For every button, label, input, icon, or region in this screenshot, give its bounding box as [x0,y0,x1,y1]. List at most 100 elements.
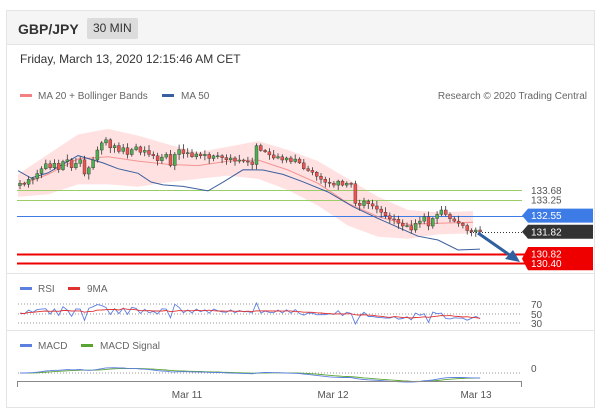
candle-body [396,219,401,224]
x-tick-mar-13: Mar 13 [460,390,492,401]
pivot-tag-132-55: 132.55 [531,211,562,222]
candle-body [431,218,435,227]
candle-body [353,183,358,204]
candle-body [164,154,168,158]
bollinger-band-area [18,128,473,239]
candle-body [461,223,465,226]
candle-body [22,183,26,185]
candle-body [383,211,388,216]
ma20-legend-swatch [20,94,32,97]
candle-body [31,178,35,180]
candle-body [327,181,332,184]
candle-body [142,150,147,153]
rsi-ma-line [19,308,481,319]
candle-body [151,154,156,156]
candle-body [263,150,267,152]
candle-body [465,225,469,231]
timestamp: Friday, March 13, 2020 12:15:46 AM CET [20,52,241,66]
candle-body [388,215,392,220]
candle-body [168,154,173,166]
candle-body [444,209,448,215]
candle-body [104,139,108,144]
candle-body [82,159,87,175]
candle-body [362,200,366,206]
macd-signal-legend-label: MACD Signal [100,341,160,352]
rsi-line [19,301,481,326]
bollinger-band [18,128,473,239]
candle-body [323,179,327,183]
candle-body [95,149,100,161]
macd-signal-legend-swatch [81,344,93,347]
macd-panel: 0 [18,364,537,383]
candle-body [233,157,237,162]
candle-body [426,216,431,227]
rsi-label-50: 50 [531,310,543,321]
chart-frame: GBP/JPY 30 MIN Friday, March 13, 2020 12… [6,10,595,408]
candle-body [293,158,297,162]
candle-body [108,139,113,149]
candle-body [272,154,276,159]
candle-body [405,225,409,227]
currency-pair-title: GBP/JPY [18,21,79,37]
candle-body [306,168,310,171]
candle-body [439,209,444,215]
support-tag-box [522,247,593,271]
candle-body [224,157,229,161]
candle-body [259,145,263,151]
candle-body [448,214,452,219]
candle-body [48,163,52,169]
candle-body [246,160,250,163]
rsi-panel: 70 50 30 [18,300,543,330]
ma50-legend-swatch [162,94,174,97]
candle-body [302,162,306,169]
candle-body [147,150,151,155]
x-tick-mar-12: Mar 12 [317,390,349,401]
candle-body [237,159,242,162]
candle-body [413,223,418,231]
rsi-label-70: 70 [531,300,543,311]
ma50-legend-label: MA 50 [181,91,210,102]
candle-body [35,173,39,179]
rsi-legend: RSI 9MA [20,284,108,295]
candle-body [185,152,190,154]
candle-body [280,156,284,161]
candle-body [18,183,22,186]
candle-body [379,208,383,213]
candle-body [181,149,186,154]
forecast-arrow-head [505,250,520,262]
macd-signal-line [20,368,481,382]
candle-body [61,161,65,170]
candle-body [392,218,396,221]
candle-body [155,155,160,161]
candle-body [91,159,95,169]
resistance-tag-133-68: 133.68 [531,186,562,197]
candle-body [310,170,315,173]
ma50-line [17,155,481,251]
candle-body [332,183,336,186]
candle-body [241,159,246,162]
candle-body [207,154,211,159]
candle-body [74,163,78,168]
macd-legend-label: MACD [38,341,67,352]
candle-body [469,230,474,232]
candle-body [456,220,461,224]
candle-body [190,152,194,157]
candle-body [315,171,319,177]
candle-body [121,147,125,152]
candle-body [117,145,121,152]
candle-body [173,154,177,166]
candle-body [345,183,349,186]
candle-body [134,146,138,150]
main-legend: MA 20 + Bollinger Bands MA 50 Research ©… [20,91,587,102]
macd-legend: MACD MACD Signal [20,341,160,352]
timeframe-button[interactable]: 30 MIN [87,18,138,39]
candle-body [130,149,134,155]
x-tick-mar-11: Mar 11 [172,390,203,401]
candle-body [87,167,91,175]
candle-body [276,156,280,159]
candle-body [125,147,130,155]
candle-body [198,153,203,156]
chart-header: GBP/JPY 30 MIN [7,11,594,45]
rsi-legend-swatch [20,287,32,290]
